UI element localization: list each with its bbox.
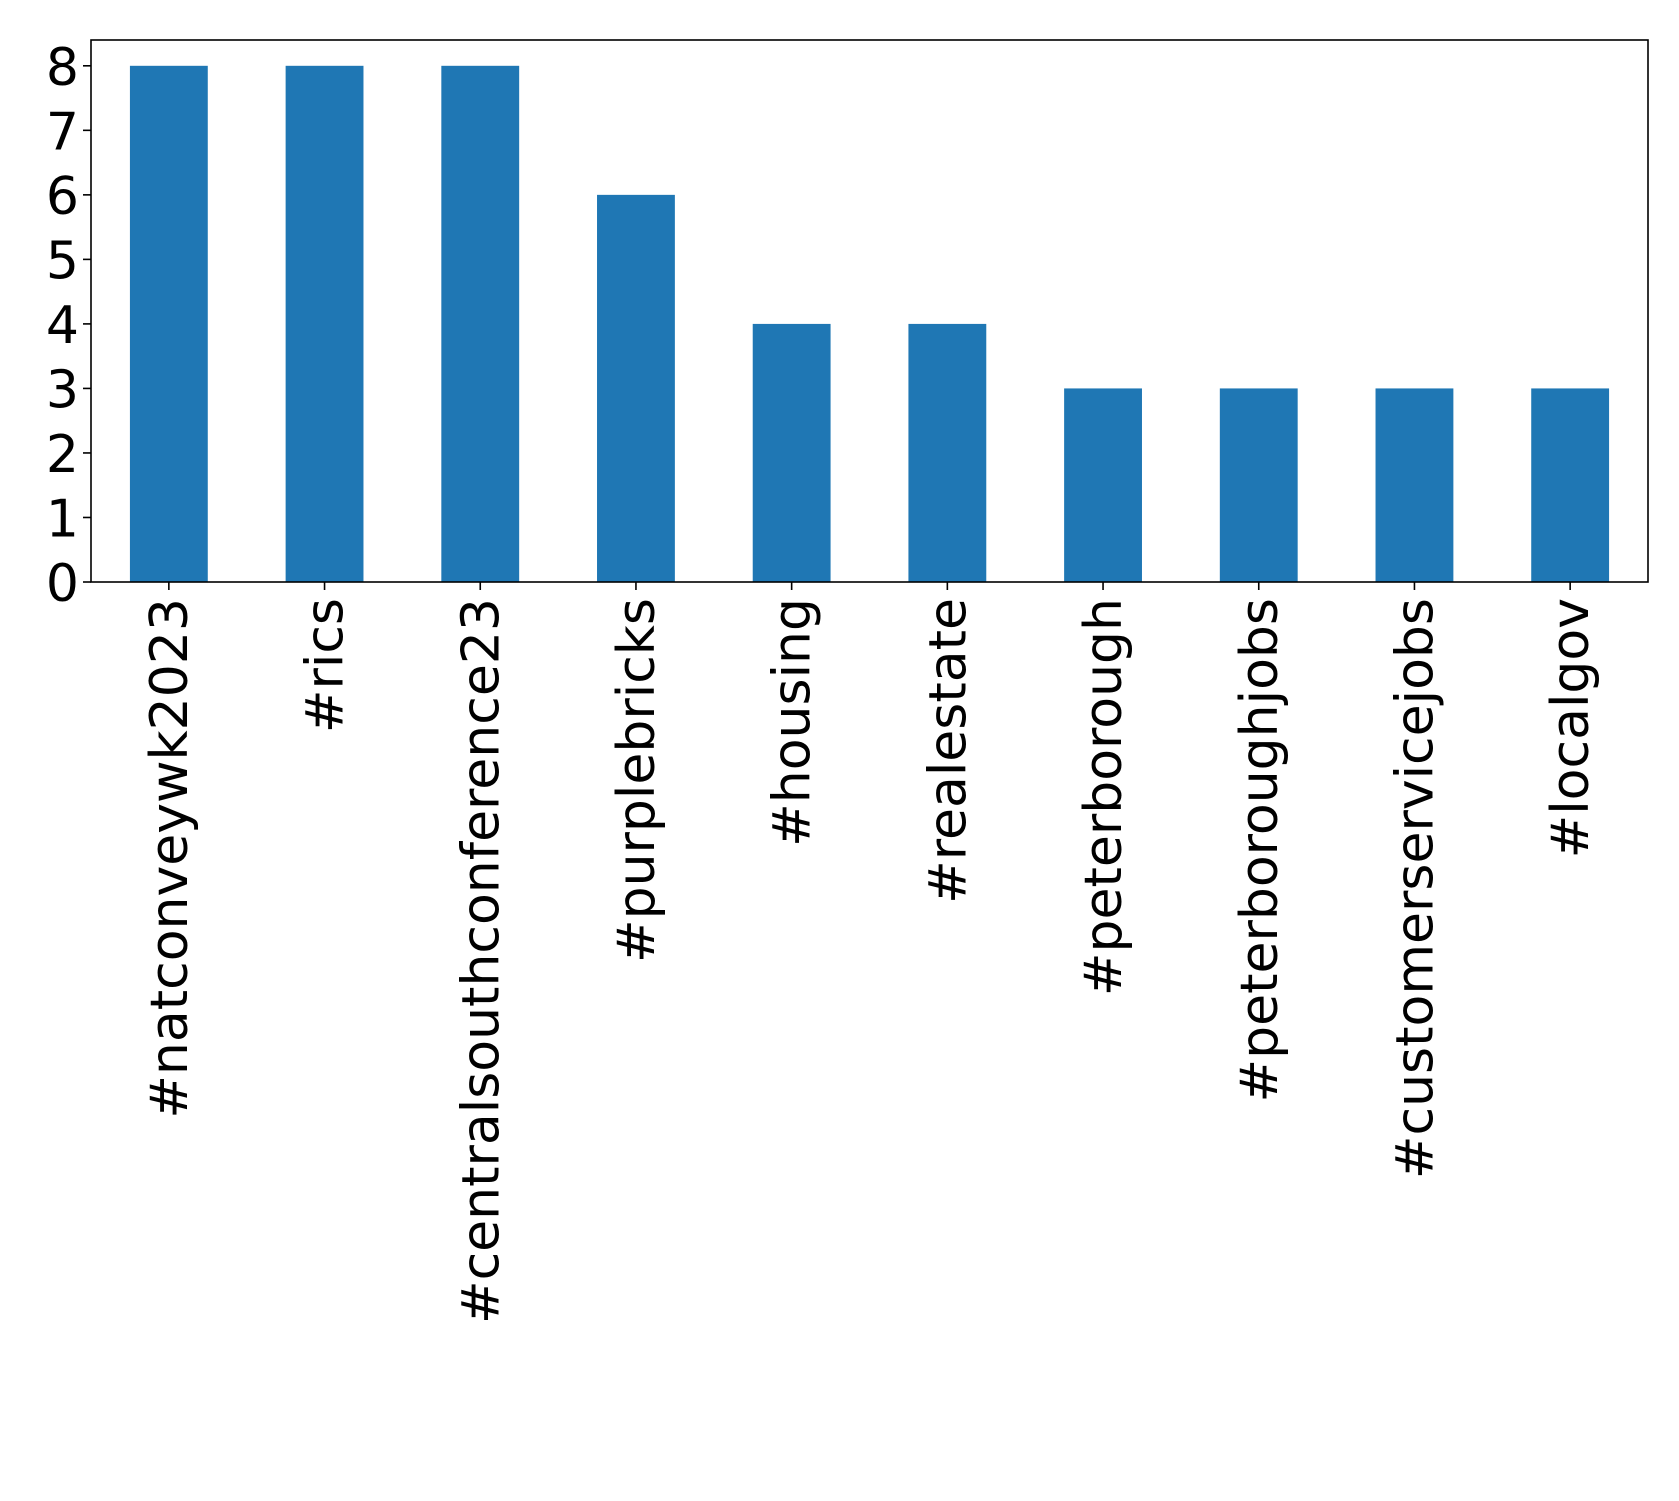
bar-4 <box>752 323 831 582</box>
y-tick-label: 6 <box>46 167 79 227</box>
y-tick-label: 5 <box>46 231 79 291</box>
x-tick-label: #localgov <box>1541 598 1601 858</box>
plot-frame <box>90 39 1649 583</box>
bar-2 <box>441 65 520 583</box>
x-tick-label: #realestate <box>918 598 978 904</box>
x-tick-label: #centralsouthconference23 <box>451 598 511 1324</box>
bar-6 <box>1064 388 1142 582</box>
bars-layer <box>129 65 1610 583</box>
x-tick-label: #purplebricks <box>607 598 667 963</box>
y-tick-label: 8 <box>46 38 79 98</box>
y-tick-label: 4 <box>46 296 79 356</box>
bar-5 <box>908 323 987 582</box>
x-tick-label: #customerservicejobs <box>1385 598 1445 1179</box>
x-tick-label: #housing <box>763 598 823 847</box>
x-tick-label: #rics <box>296 598 356 733</box>
y-tick-label: 0 <box>46 554 79 614</box>
y-tick-label: 3 <box>46 360 79 420</box>
bar-9 <box>1531 388 1610 582</box>
x-tick-label: #natconveywk2023 <box>140 598 200 1119</box>
bar-0 <box>129 65 208 583</box>
bar-8 <box>1375 388 1454 582</box>
bar-3 <box>597 194 675 582</box>
y-tick-label: 1 <box>46 489 79 549</box>
x-tick-label: #peterborough <box>1074 598 1134 996</box>
x-axis: #natconveywk2023 #rics #centralsouthconfer… <box>140 582 1601 1324</box>
bar-1 <box>285 65 364 583</box>
bar-7 <box>1219 388 1298 582</box>
x-tick-label: #peterboroughjobs <box>1230 598 1290 1103</box>
y-tick-label: 7 <box>46 102 79 162</box>
y-tick-label: 2 <box>46 425 79 485</box>
